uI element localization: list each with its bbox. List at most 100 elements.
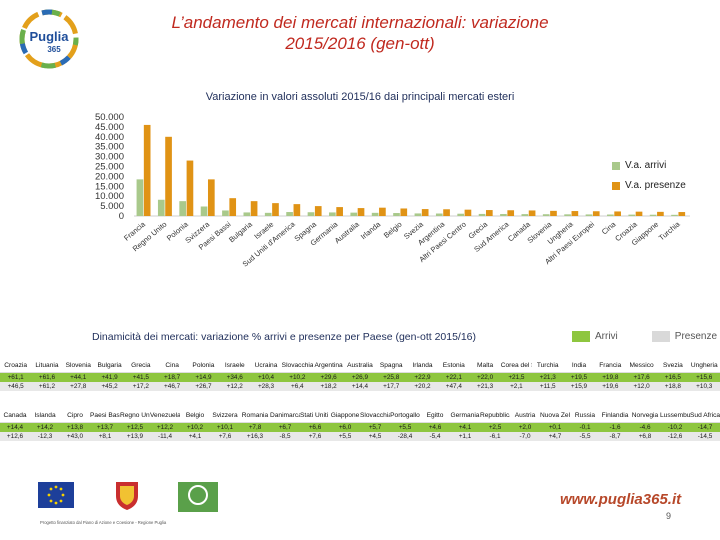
y-tick-label: 45.000: [95, 122, 124, 133]
presenze-cell: +26,7: [187, 382, 220, 391]
sponsor-logos: [38, 482, 218, 512]
arrivi-cell: -14,7: [690, 422, 720, 432]
arrivi-cell: +6,7: [270, 422, 300, 432]
bar-presenze: [528, 210, 536, 216]
presenze-cell: +4,5: [360, 432, 390, 441]
column-header: Norvegia: [630, 408, 660, 423]
column-header: Egitto: [420, 408, 450, 423]
arrivi-cell: +10,2: [281, 372, 313, 382]
presenze-cell: +5,5: [330, 432, 360, 441]
arrivi-cell: +14,9: [187, 372, 220, 382]
presenze-cell: -12,3: [30, 432, 60, 441]
bar-presenze: [657, 211, 664, 216]
arrivi-cell: +10,1: [210, 422, 240, 432]
arrivi-cell: +26,9: [344, 372, 376, 382]
x-tick-label: Irlanda: [359, 219, 383, 241]
arrivi-cell: +22,9: [406, 372, 439, 382]
chart-legend: V.a. arrivi V.a. presenze: [612, 160, 686, 200]
bar-presenze: [485, 210, 493, 216]
x-tick-label: Australia: [333, 219, 362, 245]
column-header: Bulgaria: [93, 358, 126, 373]
legend-item-arrivi: V.a. arrivi: [612, 160, 686, 171]
bar-presenze: [592, 211, 600, 216]
presenze-cell: +18,2: [312, 382, 345, 391]
bar-presenze: [635, 211, 643, 216]
bar-presenze: [443, 209, 450, 216]
column-header: India: [563, 358, 595, 373]
column-header: Ungheria: [688, 358, 720, 373]
bar-arrivi: [649, 214, 657, 216]
column-header: Cina: [156, 358, 188, 373]
table-row: +12,6 -12,3 +43,0 +8,1 +13,9 -11,4 +4,1 +7,6 +16…: [0, 432, 720, 441]
bar-arrivi: [607, 214, 614, 216]
bar-presenze: [143, 124, 151, 216]
presenze-cell: +11,5: [532, 382, 564, 391]
page-title-line2: 2015/2016 (gen-ott): [285, 34, 435, 53]
y-tick-label: 40.000: [95, 132, 124, 143]
presenze-cell: -5,4: [420, 432, 450, 441]
legend-label-presenze: V.a. presenze: [625, 180, 686, 191]
bar-arrivi: [671, 214, 678, 216]
arrivi-cell: +61,6: [31, 372, 63, 382]
arrivi-cell: +17,6: [625, 372, 658, 382]
arrivi-cell: +7,8: [240, 422, 270, 432]
bar-arrivi: [478, 213, 486, 216]
presenze-cell: +15,9: [563, 382, 595, 391]
presenze-cell: -8,5: [270, 432, 300, 441]
bar-arrivi: [179, 201, 187, 216]
presenze-cell: +14,4: [344, 382, 376, 391]
y-tick-label: 10.000: [95, 191, 124, 202]
legend-label-presenze-pct: Presenze: [674, 331, 718, 342]
arrivi-cell: +19,5: [563, 372, 595, 382]
y-tick-label: 0: [119, 211, 124, 222]
column-header: Polonia: [187, 358, 220, 373]
presenze-cell: -14,5: [690, 432, 720, 441]
arrivi-cell: +13,8: [60, 422, 90, 432]
y-tick-label: 5.000: [100, 201, 124, 212]
bar-presenze: [400, 208, 408, 216]
bar-presenze: [229, 198, 237, 216]
presenze-cell: -8,7: [600, 432, 630, 441]
arrivi-cell: +2,5: [480, 422, 510, 432]
arrivi-cell: +12,5: [120, 422, 150, 432]
column-header: Messico: [625, 358, 658, 373]
arrivi-cell: +21,5: [500, 372, 533, 382]
x-tick-label: Belgio: [382, 220, 404, 240]
bar-presenze: [250, 201, 258, 216]
arrivi-cell: -1,6: [600, 422, 630, 432]
arrivi-cell: +14,2: [30, 422, 60, 432]
y-tick-label: 30.000: [95, 152, 124, 163]
column-header: Argentina: [312, 358, 345, 373]
arrivi-cell: +29,6: [312, 372, 345, 382]
legend-item-presenze: V.a. presenze: [612, 180, 686, 191]
bar-arrivi: [521, 214, 529, 216]
chart-title: Variazione in valori assoluti 2015/16 da…: [205, 91, 515, 103]
x-tick-label: Turchia: [657, 219, 682, 242]
column-header: Giappone: [330, 408, 360, 423]
y-tick-label: 50.000: [95, 112, 124, 123]
arrivi-cell: +19,8: [594, 372, 626, 382]
column-header: Danimarca: [270, 408, 300, 423]
presenze-cell: +27,8: [62, 382, 94, 391]
column-header: Corea del Sud: [500, 358, 533, 373]
y-axis: 50.00045.00040.00035.00030.00025.00020.0…: [95, 112, 690, 222]
presenze-cell: +20,2: [406, 382, 439, 391]
arrivi-cell: +6,6: [300, 422, 330, 432]
presenze-cell: +6,4: [281, 382, 313, 391]
column-header: Venezuela: [150, 408, 180, 423]
bar-presenze: [614, 211, 621, 216]
arrivi-cell: +15,6: [688, 372, 720, 382]
presenze-cell: +17,2: [125, 382, 157, 391]
presenze-cell: +16,3: [240, 432, 270, 441]
bar-arrivi: [542, 214, 550, 216]
x-tick-label: Bulgaria: [227, 219, 254, 244]
y-tick-label: 25.000: [95, 162, 124, 173]
bar-arrivi: [628, 214, 636, 216]
arrivi-cell: +4,1: [450, 422, 480, 432]
footer-url[interactable]: www.puglia365.it: [560, 491, 682, 508]
bars: [136, 124, 686, 216]
column-header: Slovenia: [62, 358, 94, 373]
presenze-cell: +12,0: [625, 382, 658, 391]
bar-presenze: [421, 209, 429, 216]
bar-arrivi: [371, 212, 379, 216]
